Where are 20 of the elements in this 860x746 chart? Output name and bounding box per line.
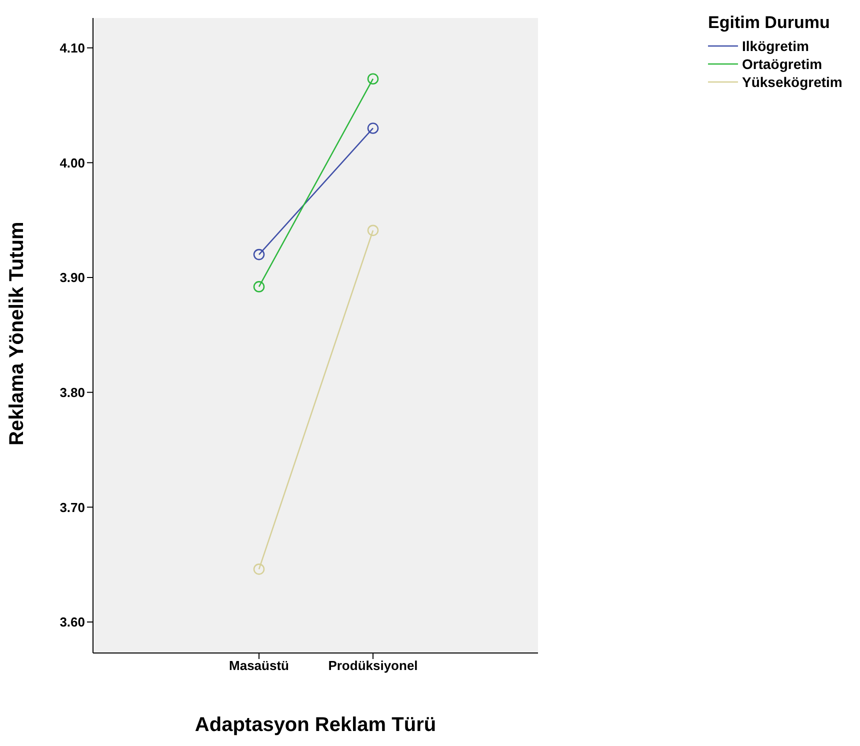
point bbox=[253, 248, 265, 260]
x-tick-label: Prodüksiyonel bbox=[328, 658, 418, 674]
legend-title: Egitim Durumu bbox=[708, 13, 831, 33]
y-tick-label: 4.00 bbox=[60, 155, 85, 170]
y-tick-label: 3.60 bbox=[60, 614, 85, 630]
point bbox=[367, 224, 379, 236]
y-axis-title: Reklama Yönelik Tutum bbox=[6, 222, 28, 446]
x-tick-label: Masaüstü bbox=[229, 658, 290, 674]
legend-label: Yüksekögretim bbox=[742, 73, 842, 91]
point bbox=[367, 73, 379, 85]
y-tick-label: 3.70 bbox=[60, 500, 85, 515]
x-axis-title: Adaptasyon Reklam Türü bbox=[194, 714, 436, 736]
legend-label: Ilkögretim bbox=[742, 37, 809, 55]
legend-label: Ortaögretim bbox=[742, 55, 822, 73]
y-tick-label: 4.10 bbox=[60, 40, 85, 56]
y-tick-label: 3.90 bbox=[60, 270, 85, 286]
point bbox=[367, 122, 379, 134]
y-tick-label: 3.80 bbox=[60, 384, 85, 400]
point bbox=[253, 564, 265, 575]
point bbox=[253, 281, 265, 292]
